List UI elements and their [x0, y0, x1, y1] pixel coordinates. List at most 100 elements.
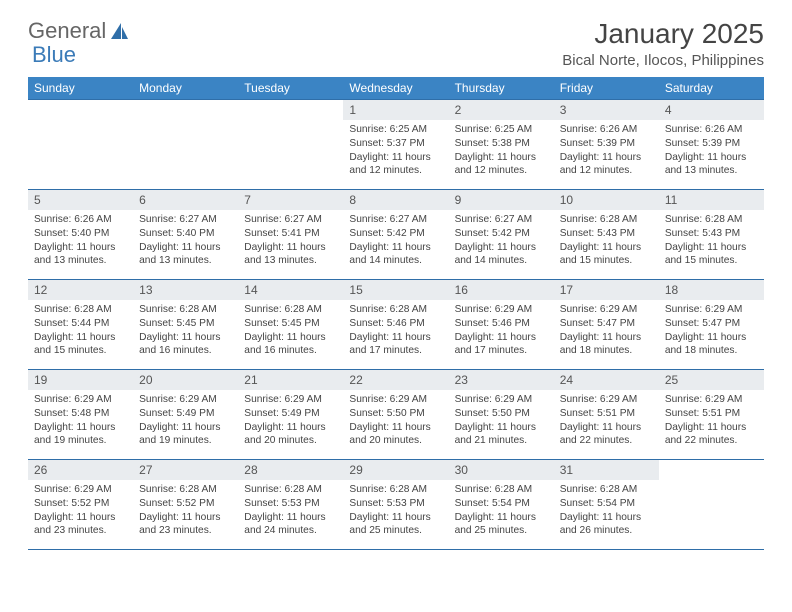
calendar-day-cell: 21Sunrise: 6:29 AMSunset: 5:49 PMDayligh… — [238, 370, 343, 460]
day-number: 14 — [238, 280, 343, 300]
day-details: Sunrise: 6:26 AMSunset: 5:39 PMDaylight:… — [554, 120, 659, 182]
calendar-day-cell: 4Sunrise: 6:26 AMSunset: 5:39 PMDaylight… — [659, 100, 764, 190]
day-details: Sunrise: 6:29 AMSunset: 5:51 PMDaylight:… — [554, 390, 659, 452]
day-details: Sunrise: 6:26 AMSunset: 5:39 PMDaylight:… — [659, 120, 764, 182]
calendar-day-cell: 1Sunrise: 6:25 AMSunset: 5:37 PMDaylight… — [343, 100, 448, 190]
calendar-day-cell: 27Sunrise: 6:28 AMSunset: 5:52 PMDayligh… — [133, 460, 238, 550]
day-details: Sunrise: 6:28 AMSunset: 5:52 PMDaylight:… — [133, 480, 238, 542]
day-details: Sunrise: 6:26 AMSunset: 5:40 PMDaylight:… — [28, 210, 133, 272]
calendar-day-cell: 10Sunrise: 6:28 AMSunset: 5:43 PMDayligh… — [554, 190, 659, 280]
calendar-day-cell: 12Sunrise: 6:28 AMSunset: 5:44 PMDayligh… — [28, 280, 133, 370]
day-number: 31 — [554, 460, 659, 480]
calendar-day-cell — [133, 100, 238, 190]
calendar-week-row: 19Sunrise: 6:29 AMSunset: 5:48 PMDayligh… — [28, 370, 764, 460]
day-number: 25 — [659, 370, 764, 390]
calendar-day-cell: 6Sunrise: 6:27 AMSunset: 5:40 PMDaylight… — [133, 190, 238, 280]
day-details: Sunrise: 6:28 AMSunset: 5:53 PMDaylight:… — [238, 480, 343, 542]
day-number: 30 — [449, 460, 554, 480]
day-details: Sunrise: 6:28 AMSunset: 5:43 PMDaylight:… — [554, 210, 659, 272]
day-number: 3 — [554, 100, 659, 120]
day-details: Sunrise: 6:29 AMSunset: 5:50 PMDaylight:… — [449, 390, 554, 452]
calendar-day-cell: 13Sunrise: 6:28 AMSunset: 5:45 PMDayligh… — [133, 280, 238, 370]
calendar-header-row: SundayMondayTuesdayWednesdayThursdayFrid… — [28, 77, 764, 100]
day-number: 11 — [659, 190, 764, 210]
calendar-week-row: 5Sunrise: 6:26 AMSunset: 5:40 PMDaylight… — [28, 190, 764, 280]
day-details: Sunrise: 6:25 AMSunset: 5:37 PMDaylight:… — [343, 120, 448, 182]
logo-sail-icon — [110, 22, 130, 40]
day-number: 12 — [28, 280, 133, 300]
day-number: 20 — [133, 370, 238, 390]
title-block: January 2025 Bical Norte, Ilocos, Philip… — [562, 18, 764, 69]
calendar-day-cell: 8Sunrise: 6:27 AMSunset: 5:42 PMDaylight… — [343, 190, 448, 280]
day-number: 27 — [133, 460, 238, 480]
calendar-day-cell: 30Sunrise: 6:28 AMSunset: 5:54 PMDayligh… — [449, 460, 554, 550]
logo-text-blue: Blue — [32, 42, 76, 68]
day-details: Sunrise: 6:28 AMSunset: 5:54 PMDaylight:… — [554, 480, 659, 542]
day-number: 10 — [554, 190, 659, 210]
day-details: Sunrise: 6:28 AMSunset: 5:53 PMDaylight:… — [343, 480, 448, 542]
column-header: Sunday — [28, 77, 133, 100]
day-number: 28 — [238, 460, 343, 480]
column-header: Friday — [554, 77, 659, 100]
day-number: 7 — [238, 190, 343, 210]
day-details: Sunrise: 6:29 AMSunset: 5:51 PMDaylight:… — [659, 390, 764, 452]
day-details: Sunrise: 6:28 AMSunset: 5:46 PMDaylight:… — [343, 300, 448, 362]
calendar-day-cell — [659, 460, 764, 550]
day-details: Sunrise: 6:28 AMSunset: 5:45 PMDaylight:… — [133, 300, 238, 362]
calendar-day-cell: 26Sunrise: 6:29 AMSunset: 5:52 PMDayligh… — [28, 460, 133, 550]
calendar-day-cell: 25Sunrise: 6:29 AMSunset: 5:51 PMDayligh… — [659, 370, 764, 460]
calendar-day-cell — [28, 100, 133, 190]
calendar-table: SundayMondayTuesdayWednesdayThursdayFrid… — [28, 77, 764, 550]
day-details: Sunrise: 6:29 AMSunset: 5:47 PMDaylight:… — [659, 300, 764, 362]
calendar-body: 1Sunrise: 6:25 AMSunset: 5:37 PMDaylight… — [28, 100, 764, 550]
day-details: Sunrise: 6:28 AMSunset: 5:54 PMDaylight:… — [449, 480, 554, 542]
calendar-week-row: 1Sunrise: 6:25 AMSunset: 5:37 PMDaylight… — [28, 100, 764, 190]
day-details: Sunrise: 6:28 AMSunset: 5:44 PMDaylight:… — [28, 300, 133, 362]
location: Bical Norte, Ilocos, Philippines — [562, 52, 764, 69]
calendar-day-cell: 9Sunrise: 6:27 AMSunset: 5:42 PMDaylight… — [449, 190, 554, 280]
calendar-day-cell: 2Sunrise: 6:25 AMSunset: 5:38 PMDaylight… — [449, 100, 554, 190]
day-number: 5 — [28, 190, 133, 210]
calendar-day-cell: 18Sunrise: 6:29 AMSunset: 5:47 PMDayligh… — [659, 280, 764, 370]
calendar-day-cell: 15Sunrise: 6:28 AMSunset: 5:46 PMDayligh… — [343, 280, 448, 370]
day-details: Sunrise: 6:29 AMSunset: 5:48 PMDaylight:… — [28, 390, 133, 452]
day-number: 19 — [28, 370, 133, 390]
day-details: Sunrise: 6:27 AMSunset: 5:41 PMDaylight:… — [238, 210, 343, 272]
logo-text-general: General — [28, 18, 106, 44]
calendar-day-cell: 19Sunrise: 6:29 AMSunset: 5:48 PMDayligh… — [28, 370, 133, 460]
day-number: 6 — [133, 190, 238, 210]
calendar-day-cell: 14Sunrise: 6:28 AMSunset: 5:45 PMDayligh… — [238, 280, 343, 370]
day-details: Sunrise: 6:27 AMSunset: 5:42 PMDaylight:… — [449, 210, 554, 272]
day-details: Sunrise: 6:25 AMSunset: 5:38 PMDaylight:… — [449, 120, 554, 182]
day-number: 8 — [343, 190, 448, 210]
header: General January 2025 Bical Norte, Ilocos… — [28, 18, 764, 69]
calendar-day-cell: 7Sunrise: 6:27 AMSunset: 5:41 PMDaylight… — [238, 190, 343, 280]
calendar-day-cell: 31Sunrise: 6:28 AMSunset: 5:54 PMDayligh… — [554, 460, 659, 550]
column-header: Thursday — [449, 77, 554, 100]
calendar-week-row: 26Sunrise: 6:29 AMSunset: 5:52 PMDayligh… — [28, 460, 764, 550]
day-number: 29 — [343, 460, 448, 480]
calendar-day-cell: 20Sunrise: 6:29 AMSunset: 5:49 PMDayligh… — [133, 370, 238, 460]
column-header: Tuesday — [238, 77, 343, 100]
day-number: 13 — [133, 280, 238, 300]
day-number: 15 — [343, 280, 448, 300]
day-details: Sunrise: 6:29 AMSunset: 5:50 PMDaylight:… — [343, 390, 448, 452]
day-number: 9 — [449, 190, 554, 210]
calendar-day-cell: 22Sunrise: 6:29 AMSunset: 5:50 PMDayligh… — [343, 370, 448, 460]
day-number: 22 — [343, 370, 448, 390]
day-details: Sunrise: 6:29 AMSunset: 5:52 PMDaylight:… — [28, 480, 133, 542]
calendar-day-cell: 3Sunrise: 6:26 AMSunset: 5:39 PMDaylight… — [554, 100, 659, 190]
calendar-day-cell: 28Sunrise: 6:28 AMSunset: 5:53 PMDayligh… — [238, 460, 343, 550]
day-details: Sunrise: 6:28 AMSunset: 5:45 PMDaylight:… — [238, 300, 343, 362]
calendar-day-cell: 5Sunrise: 6:26 AMSunset: 5:40 PMDaylight… — [28, 190, 133, 280]
logo: General — [28, 18, 132, 44]
day-number: 2 — [449, 100, 554, 120]
calendar-day-cell: 17Sunrise: 6:29 AMSunset: 5:47 PMDayligh… — [554, 280, 659, 370]
day-number: 17 — [554, 280, 659, 300]
day-details: Sunrise: 6:27 AMSunset: 5:42 PMDaylight:… — [343, 210, 448, 272]
day-details: Sunrise: 6:28 AMSunset: 5:43 PMDaylight:… — [659, 210, 764, 272]
day-number: 1 — [343, 100, 448, 120]
column-header: Saturday — [659, 77, 764, 100]
day-details: Sunrise: 6:27 AMSunset: 5:40 PMDaylight:… — [133, 210, 238, 272]
calendar-day-cell: 29Sunrise: 6:28 AMSunset: 5:53 PMDayligh… — [343, 460, 448, 550]
